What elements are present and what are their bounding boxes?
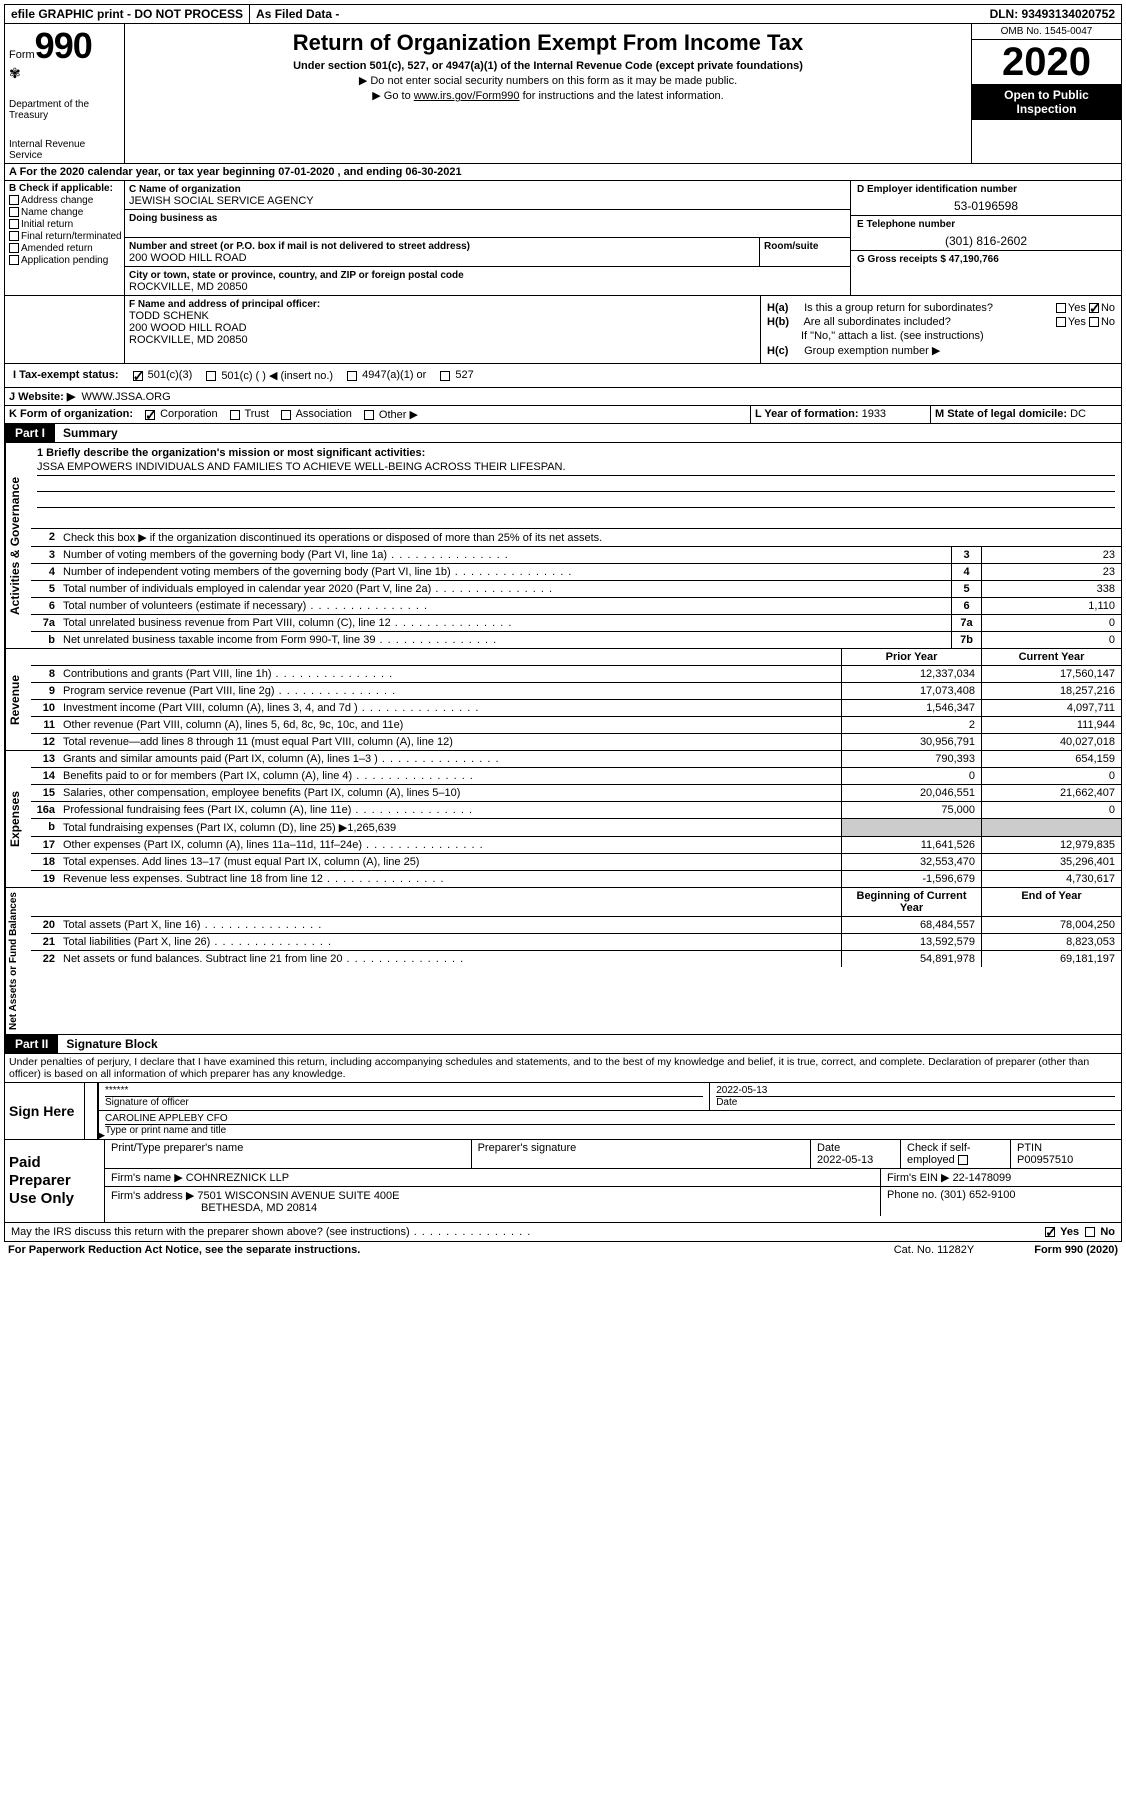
form-header: Form990 ✾ Department of the Treasury Int… [4,24,1122,164]
form-number: 990 [35,25,92,66]
val-3: 23 [981,547,1121,563]
paid-preparer-block: Paid Preparer Use Only Print/Type prepar… [4,1140,1122,1223]
discuss-line: May the IRS discuss this return with the… [4,1223,1122,1242]
section-deg: D Employer identification number53-01965… [851,181,1121,295]
form-word: Form [9,49,35,61]
check-trust[interactable] [230,410,240,420]
check-amended[interactable] [9,243,19,253]
subtitle-3: ▶ Go to www.irs.gov/Form990 for instruct… [129,89,967,102]
check-final[interactable] [9,231,19,241]
part-1-header: Part I Summary [4,424,1122,443]
line-a: A For the 2020 calendar year, or tax yea… [4,164,1122,181]
year-formation: 1933 [862,408,886,420]
phone: (301) 816-2602 [857,230,1115,248]
discuss-no[interactable] [1085,1227,1095,1237]
section-h: H(a) Is this a group return for subordin… [761,296,1121,363]
header-right: OMB No. 1545-0047 2020 Open to Public In… [971,24,1121,163]
val-6: 1,110 [981,598,1121,614]
check-assoc[interactable] [281,410,291,420]
revenue-section: Revenue Prior YearCurrent Year 8Contribu… [4,649,1122,751]
section-f: F Name and address of principal officer:… [125,296,761,363]
check-name[interactable] [9,207,19,217]
check-self-emp[interactable] [958,1155,968,1165]
firm-addr1: 7501 WISCONSIN AVENUE SUITE 400E [197,1190,399,1202]
ha-yes[interactable] [1056,303,1066,313]
check-initial[interactable] [9,219,19,229]
subtitle-2: ▶ Do not enter social security numbers o… [129,74,967,87]
ein: 53-0196598 [857,195,1115,213]
side-revenue: Revenue [5,649,31,750]
hb-no[interactable] [1089,317,1099,327]
penalties-statement: Under penalties of perjury, I declare th… [4,1054,1122,1083]
val-7a: 0 [981,615,1121,631]
part-2-header: Part II Signature Block [4,1035,1122,1054]
section-c: C Name of organizationJEWISH SOCIAL SERV… [125,181,851,295]
officer-city: ROCKVILLE, MD 20850 [129,334,248,346]
side-gov: Activities & Governance [5,443,31,648]
section-fh: F Name and address of principal officer:… [4,296,1122,364]
discuss-yes[interactable] [1045,1227,1055,1237]
tax-year: 2020 [972,40,1121,84]
org-city: ROCKVILLE, MD 20850 [129,281,248,293]
ptin: P00957510 [1017,1154,1073,1166]
side-expenses: Expenses [5,751,31,887]
section-bcdeg: B Check if applicable: Address change Na… [4,181,1122,296]
check-other[interactable] [364,410,374,420]
val-7b: 0 [981,632,1121,648]
check-4947[interactable] [347,371,357,381]
firm-ein: 22-1478099 [953,1172,1012,1184]
check-501c[interactable] [206,371,216,381]
check-address[interactable] [9,195,19,205]
expenses-section: Expenses 13Grants and similar amounts pa… [4,751,1122,888]
hb-yes[interactable] [1056,317,1066,327]
val-4: 23 [981,564,1121,580]
firm-addr2: BETHESDA, MD 20814 [201,1202,317,1214]
open-inspection: Open to Public Inspection [972,84,1121,120]
officer-street: 200 WOOD HILL ROAD [129,322,247,334]
side-net: Net Assets or Fund Balances [5,888,31,1034]
dln-label: DLN: 93493134020752 [984,5,1121,23]
check-527[interactable] [440,371,450,381]
header-center: Return of Organization Exempt From Incom… [125,24,971,163]
line-i: I Tax-exempt status: 501(c)(3) 501(c) ( … [4,364,1122,388]
dept-irs: Internal Revenue Service [9,139,120,161]
state-domicile: DC [1070,408,1086,420]
form-title: Return of Organization Exempt From Incom… [129,30,967,56]
check-app[interactable] [9,255,19,265]
firm-name: COHNREZNICK LLP [186,1172,289,1184]
gross-receipts: 47,190,766 [949,254,999,265]
check-corp[interactable] [145,410,155,420]
efile-label: efile GRAPHIC print - DO NOT PROCESS [5,5,249,23]
page-footer: For Paperwork Reduction Act Notice, see … [4,1242,1122,1258]
section-b: B Check if applicable: Address change Na… [5,181,125,295]
activities-governance: Activities & Governance 1 Briefly descri… [4,443,1122,649]
org-name: JEWISH SOCIAL SERVICE AGENCY [129,195,314,207]
omb-number: OMB No. 1545-0047 [972,24,1121,40]
firm-phone: (301) 652-9100 [940,1189,1015,1201]
sign-here-block: Sign Here ******Signature of officer 202… [4,1083,1122,1140]
line-klm: K Form of organization: Corporation Trus… [4,406,1122,424]
val-5: 338 [981,581,1121,597]
officer-sig-name: CAROLINE APPLEBY CFO [105,1113,1115,1124]
net-assets-section: Net Assets or Fund Balances Beginning of… [4,888,1122,1035]
officer-name: TODD SCHENK [129,310,209,322]
mission-text: JSSA EMPOWERS INDIVIDUALS AND FAMILIES T… [37,459,1115,476]
header-left: Form990 ✾ Department of the Treasury Int… [5,24,125,163]
dept-treasury: Department of the Treasury [9,99,120,121]
as-filed-label: As Filed Data - [249,5,345,23]
subtitle-1: Under section 501(c), 527, or 4947(a)(1)… [129,60,967,72]
line-j: J Website: ▶ WWW.JSSA.ORG [4,388,1122,406]
org-street: 200 WOOD HILL ROAD [129,252,247,264]
ha-no[interactable] [1089,303,1099,313]
check-501c3[interactable] [133,371,143,381]
form990-link[interactable]: www.irs.gov/Form990 [414,90,520,102]
top-bar: efile GRAPHIC print - DO NOT PROCESS As … [4,4,1122,24]
website: WWW.JSSA.ORG [81,391,170,403]
